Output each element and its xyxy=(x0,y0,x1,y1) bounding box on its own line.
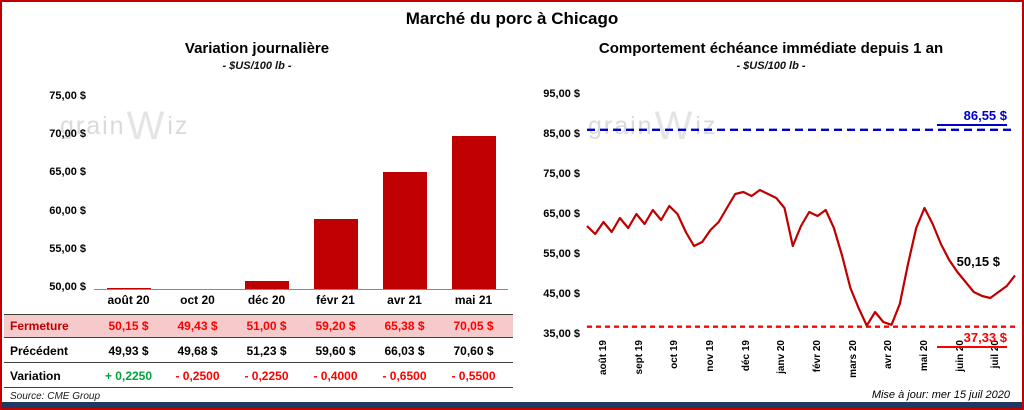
bar-mai-21 xyxy=(451,135,496,289)
line-x-tick-label: juin 20 xyxy=(954,340,966,372)
bar-chart-title: Variation journalière xyxy=(184,40,330,57)
line-series xyxy=(586,188,1016,327)
bar-y-tick-label: 65,00 $ xyxy=(49,166,86,179)
bar-y-tick-label: 70,00 $ xyxy=(49,128,86,141)
line-y-tick-label: 95,00 $ xyxy=(543,88,580,100)
table-cell: 70,60 $ xyxy=(453,344,494,358)
table-cell: 59,20 $ xyxy=(315,319,356,333)
table-cell: - 0,2500 xyxy=(175,369,220,383)
bar-plot-area xyxy=(94,98,508,290)
bar-avr-21 xyxy=(382,171,427,289)
page-title: Marché du porc à Chicago xyxy=(405,9,619,28)
table-row xyxy=(4,314,513,338)
bottom-accent-bar xyxy=(2,402,1022,408)
source-note: Source: CME Group xyxy=(10,391,101,402)
table-row xyxy=(4,364,513,388)
line-chart-subtitle: - $US/100 lb - xyxy=(736,60,806,72)
bar-y-tick-label: 55,00 $ xyxy=(49,242,86,255)
bar-y-axis: 75,00 $ 70,00 $ 65,00 $ 60,00 $ 55,00 $ 50,00… xyxy=(10,2,86,322)
table-cell: - 0,5500 xyxy=(451,369,496,383)
month-label: août 20 xyxy=(107,293,150,307)
bar-chart-subtitle: - $US/100 lb - xyxy=(222,60,292,72)
table-cell: 49,68 $ xyxy=(177,344,218,358)
month-label: oct 20 xyxy=(180,293,215,307)
month-label: mai 21 xyxy=(454,293,493,307)
bar-févr-21 xyxy=(313,218,358,289)
table-row xyxy=(4,339,513,363)
table-cell: 51,00 $ xyxy=(246,319,287,333)
line-x-tick-label: déc 19 xyxy=(740,340,752,372)
row-label: Précédent xyxy=(10,344,69,358)
table-cell: 59,60 $ xyxy=(315,344,356,358)
table-cell: 51,23 $ xyxy=(246,344,287,358)
table-cell: - 0,4000 xyxy=(313,369,358,383)
table-cell: 49,93 $ xyxy=(108,344,149,358)
line-y-tick-label: 85,00 $ xyxy=(543,128,580,140)
bar-déc-20 xyxy=(244,281,289,289)
table-cell: + 0,2250 xyxy=(104,369,153,383)
line-y-axis: 95,00 $ 85,00 $ 75,00 $ 65,00 $ 55,00 $ 45,00… xyxy=(518,2,580,362)
line-x-tick-label: oct 19 xyxy=(669,340,681,369)
table-cell: 70,05 $ xyxy=(453,319,494,333)
line-x-tick-label: mars 20 xyxy=(847,340,859,378)
table-cell: - 0,6500 xyxy=(382,369,427,383)
line-y-tick-label: 55,00 $ xyxy=(543,248,580,260)
line-x-tick-label: juil 20 xyxy=(990,340,1002,369)
line-x-tick-label: août 19 xyxy=(597,340,609,376)
bar-y-tick-label: 75,00 $ xyxy=(49,90,86,102)
line-x-tick-label: janv 20 xyxy=(776,340,788,374)
line-x-tick-label: mai 20 xyxy=(918,340,930,372)
month-label: févr 21 xyxy=(316,293,355,307)
table-cell: 65,38 $ xyxy=(384,319,425,333)
bar-y-tick-label: 50,00 $ xyxy=(49,281,86,293)
line-x-tick-label: févr 20 xyxy=(811,340,823,373)
row-label: Fermeture xyxy=(10,319,69,333)
line-y-tick-label: 65,00 $ xyxy=(543,208,580,220)
line-y-tick-label: 45,00 $ xyxy=(543,288,580,300)
line-x-tick-label: nov 19 xyxy=(704,340,716,372)
line-plot-area xyxy=(586,128,1016,328)
month-label: avr 21 xyxy=(387,293,422,307)
table-cell: 66,03 $ xyxy=(384,344,425,358)
line-chart-title: Comportement échéance immédiate depuis 1… xyxy=(598,40,944,57)
line-y-tick-label: 75,00 $ xyxy=(543,168,580,180)
table-cell: 49,43 $ xyxy=(177,319,218,333)
updated-note: Mise à jour: mer 15 juil 2020 xyxy=(871,389,1010,401)
line-y-tick-label: 35,00 $ xyxy=(543,328,580,340)
bar-août-20 xyxy=(106,287,151,289)
table-cell: - 0,2250 xyxy=(244,369,289,383)
bar-x-axis: août 20 oct 20 déc 20 févr 21 avr 21 mai 21 xyxy=(94,2,508,322)
row-label: Variation xyxy=(10,369,61,383)
line-x-tick-label: avr 20 xyxy=(883,340,895,369)
month-label: déc 20 xyxy=(247,293,286,307)
bar-y-tick-label: 60,00 $ xyxy=(49,204,86,217)
line-x-tick-label: sept 19 xyxy=(633,340,645,375)
table-cell: 50,15 $ xyxy=(108,319,149,333)
price-table: Fermeture 50,15 $ 49,43 $ 51,00 $ 59,20 $ 65,… xyxy=(2,2,516,402)
